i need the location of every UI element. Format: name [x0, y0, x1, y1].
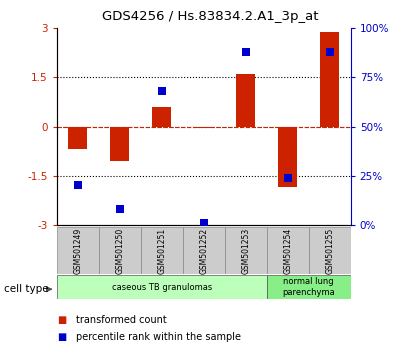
- Bar: [320, 32, 339, 126]
- Bar: [152, 107, 171, 126]
- Point: [242, 49, 249, 55]
- Bar: [110, 126, 129, 161]
- FancyBboxPatch shape: [267, 227, 309, 274]
- Point: [158, 88, 165, 94]
- Text: GSM501252: GSM501252: [199, 227, 208, 274]
- FancyBboxPatch shape: [309, 227, 351, 274]
- FancyBboxPatch shape: [57, 275, 267, 299]
- FancyBboxPatch shape: [141, 227, 183, 274]
- Bar: [194, 126, 213, 128]
- Text: GSM501254: GSM501254: [283, 227, 292, 274]
- Point: [116, 206, 123, 212]
- Point: [326, 49, 333, 55]
- FancyBboxPatch shape: [57, 227, 99, 274]
- Text: transformed count: transformed count: [76, 315, 166, 325]
- Text: GDS4256 / Hs.83834.2.A1_3p_at: GDS4256 / Hs.83834.2.A1_3p_at: [102, 10, 318, 23]
- Text: percentile rank within the sample: percentile rank within the sample: [76, 332, 241, 342]
- Text: cell type: cell type: [4, 284, 49, 294]
- Text: ■: ■: [57, 332, 66, 342]
- Text: GSM501255: GSM501255: [325, 227, 334, 274]
- Bar: [236, 74, 255, 126]
- FancyBboxPatch shape: [99, 227, 141, 274]
- Point: [74, 183, 81, 188]
- Point: [284, 175, 291, 181]
- Text: caseous TB granulomas: caseous TB granulomas: [112, 282, 212, 292]
- Point: [200, 220, 207, 225]
- FancyBboxPatch shape: [225, 227, 267, 274]
- Text: GSM501249: GSM501249: [73, 227, 82, 274]
- Bar: [68, 126, 87, 149]
- Bar: [278, 126, 297, 187]
- FancyBboxPatch shape: [267, 275, 351, 299]
- Text: GSM501251: GSM501251: [157, 227, 166, 274]
- Text: ■: ■: [57, 315, 66, 325]
- Text: GSM501253: GSM501253: [241, 227, 250, 274]
- Text: normal lung
parenchyma: normal lung parenchyma: [282, 278, 335, 297]
- FancyBboxPatch shape: [183, 227, 225, 274]
- Text: GSM501250: GSM501250: [115, 227, 124, 274]
